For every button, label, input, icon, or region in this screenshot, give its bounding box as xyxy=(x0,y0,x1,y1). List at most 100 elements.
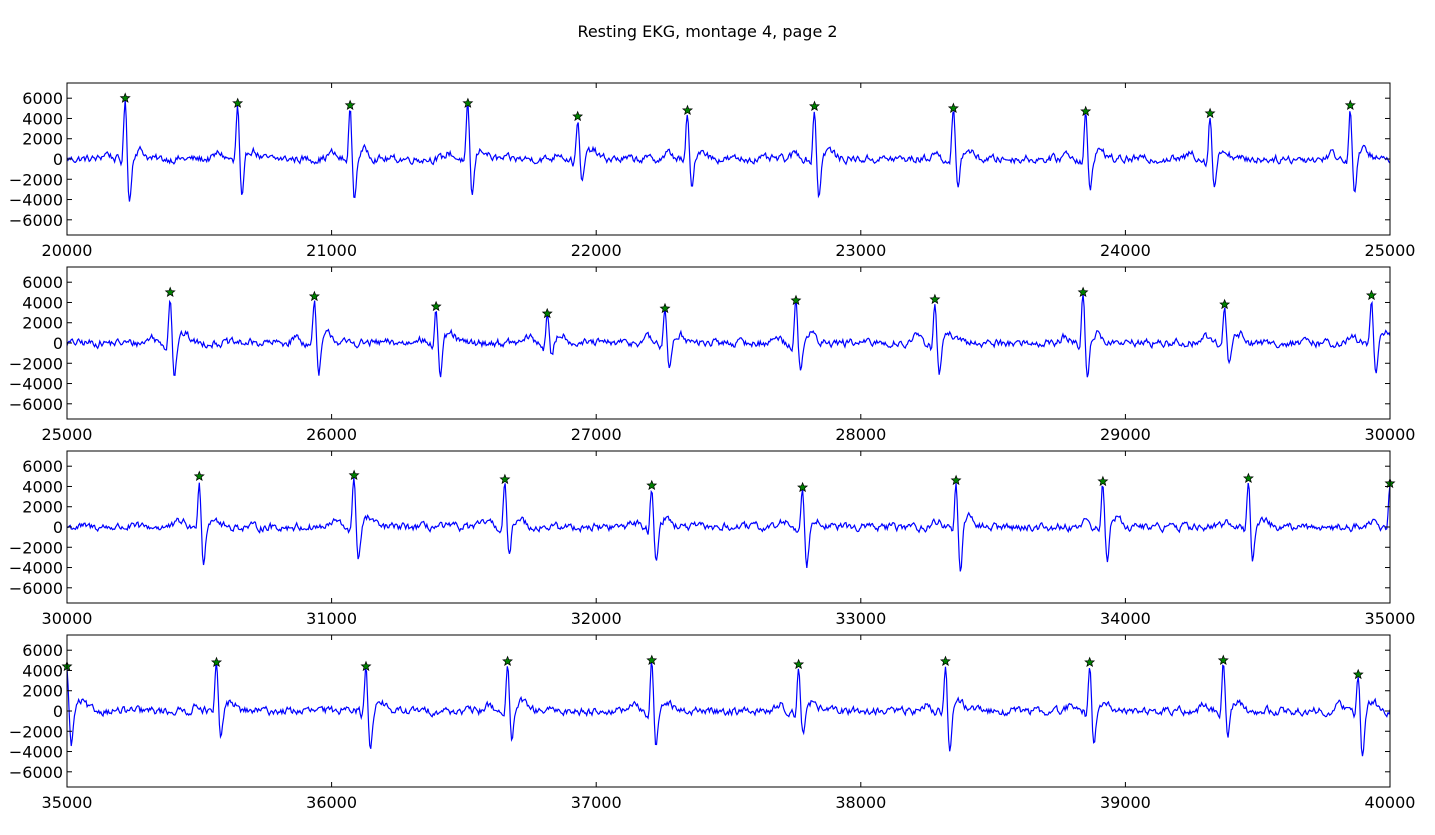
peak-marker xyxy=(348,469,360,480)
y-tick-label: −2000 xyxy=(9,354,63,373)
y-tick-label: 2000 xyxy=(22,314,63,333)
y-tick-label: 0 xyxy=(53,702,63,721)
x-tick-label: 40000 xyxy=(1365,793,1416,812)
peak-marker xyxy=(797,481,809,493)
y-tick-label: −4000 xyxy=(9,375,63,394)
peak-marker xyxy=(1204,107,1216,119)
peak-marker xyxy=(119,92,131,103)
y-tick-label: −4000 xyxy=(9,743,63,762)
y-tick-label: 6000 xyxy=(22,457,63,476)
peak-marker xyxy=(929,293,941,305)
y-tick-label: 6000 xyxy=(22,641,63,660)
x-tick-label: 34000 xyxy=(1100,609,1151,628)
peak-marker xyxy=(1243,472,1254,483)
x-tick-label: 38000 xyxy=(835,793,886,812)
peak-marker xyxy=(1365,289,1377,301)
y-tick-label: 4000 xyxy=(22,661,63,680)
peak-marker xyxy=(232,97,244,108)
figure-title: Resting EKG, montage 4, page 2 xyxy=(577,22,838,41)
x-tick-label: 31000 xyxy=(306,609,357,628)
y-tick-label: −2000 xyxy=(9,538,63,557)
peak-marker xyxy=(462,97,474,108)
ekg-trace-1 xyxy=(67,99,1390,202)
x-tick-label: 24000 xyxy=(1100,241,1151,260)
peak-marker xyxy=(793,658,805,670)
peak-marker xyxy=(541,307,553,319)
peak-marker xyxy=(1080,105,1092,117)
x-tick-label: 27000 xyxy=(571,425,622,444)
ekg-trace-4 xyxy=(67,661,1390,757)
x-tick-label: 32000 xyxy=(571,609,622,628)
y-tick-label: −4000 xyxy=(9,191,63,210)
y-tick-label: 0 xyxy=(53,518,63,537)
peak-marker xyxy=(790,294,802,306)
peak-marker xyxy=(430,300,442,312)
peak-marker xyxy=(809,100,820,111)
x-tick-label: 21000 xyxy=(306,241,357,260)
peak-marker xyxy=(193,470,205,481)
peak-marker xyxy=(360,660,372,672)
peak-marker xyxy=(1077,286,1089,297)
y-tick-label: −6000 xyxy=(9,211,63,230)
peak-marker xyxy=(210,656,223,667)
peak-marker xyxy=(308,290,320,302)
ekg-trace-3 xyxy=(67,477,1390,572)
x-tick-label: 22000 xyxy=(571,241,622,260)
x-tick-label: 35000 xyxy=(42,793,93,812)
peak-marker xyxy=(164,286,176,297)
peak-marker xyxy=(646,479,658,491)
peak-marker xyxy=(1217,654,1229,665)
peak-marker xyxy=(502,655,513,666)
y-tick-label: 2000 xyxy=(22,130,63,149)
peak-marker xyxy=(1219,298,1231,310)
peak-marker xyxy=(344,99,356,110)
x-tick-label: 28000 xyxy=(835,425,886,444)
peak-marker xyxy=(940,655,951,666)
axes-frame xyxy=(66,634,1391,788)
y-tick-label: 6000 xyxy=(22,89,63,108)
peak-marker xyxy=(950,474,962,486)
y-tick-label: −2000 xyxy=(9,170,63,189)
y-tick-label: −6000 xyxy=(9,579,63,598)
x-tick-label: 37000 xyxy=(571,793,622,812)
x-tick-label: 25000 xyxy=(42,425,93,444)
y-tick-label: 6000 xyxy=(22,273,63,292)
peak-marker xyxy=(1097,475,1109,487)
x-tick-label: 36000 xyxy=(306,793,357,812)
x-tick-label: 39000 xyxy=(1100,793,1151,812)
x-tick-label: 30000 xyxy=(1365,425,1416,444)
peak-marker xyxy=(499,473,511,485)
y-tick-label: 4000 xyxy=(22,109,63,128)
y-tick-label: −6000 xyxy=(9,763,63,782)
peak-marker xyxy=(572,110,584,122)
y-tick-label: 4000 xyxy=(22,293,63,312)
x-tick-label: 26000 xyxy=(306,425,357,444)
y-tick-label: 0 xyxy=(53,334,63,353)
ekg-trace-2 xyxy=(67,294,1390,378)
x-tick-label: 20000 xyxy=(42,241,93,260)
x-tick-label: 35000 xyxy=(1365,609,1416,628)
y-tick-label: −6000 xyxy=(9,395,63,414)
peak-marker xyxy=(681,104,694,115)
y-tick-label: 0 xyxy=(53,150,63,169)
x-tick-label: 23000 xyxy=(835,241,886,260)
peak-marker xyxy=(1352,668,1364,680)
y-tick-label: −2000 xyxy=(9,722,63,741)
peak-marker xyxy=(1084,656,1096,667)
peak-marker xyxy=(659,302,671,314)
x-tick-label: 25000 xyxy=(1365,241,1416,260)
y-tick-label: 2000 xyxy=(22,498,63,517)
x-tick-label: 33000 xyxy=(835,609,886,628)
y-tick-label: −4000 xyxy=(9,559,63,578)
x-tick-label: 30000 xyxy=(42,609,93,628)
y-tick-label: 4000 xyxy=(22,477,63,496)
peak-marker xyxy=(947,102,959,113)
y-tick-label: 2000 xyxy=(22,682,63,701)
x-tick-label: 29000 xyxy=(1100,425,1151,444)
peak-marker xyxy=(646,654,658,665)
